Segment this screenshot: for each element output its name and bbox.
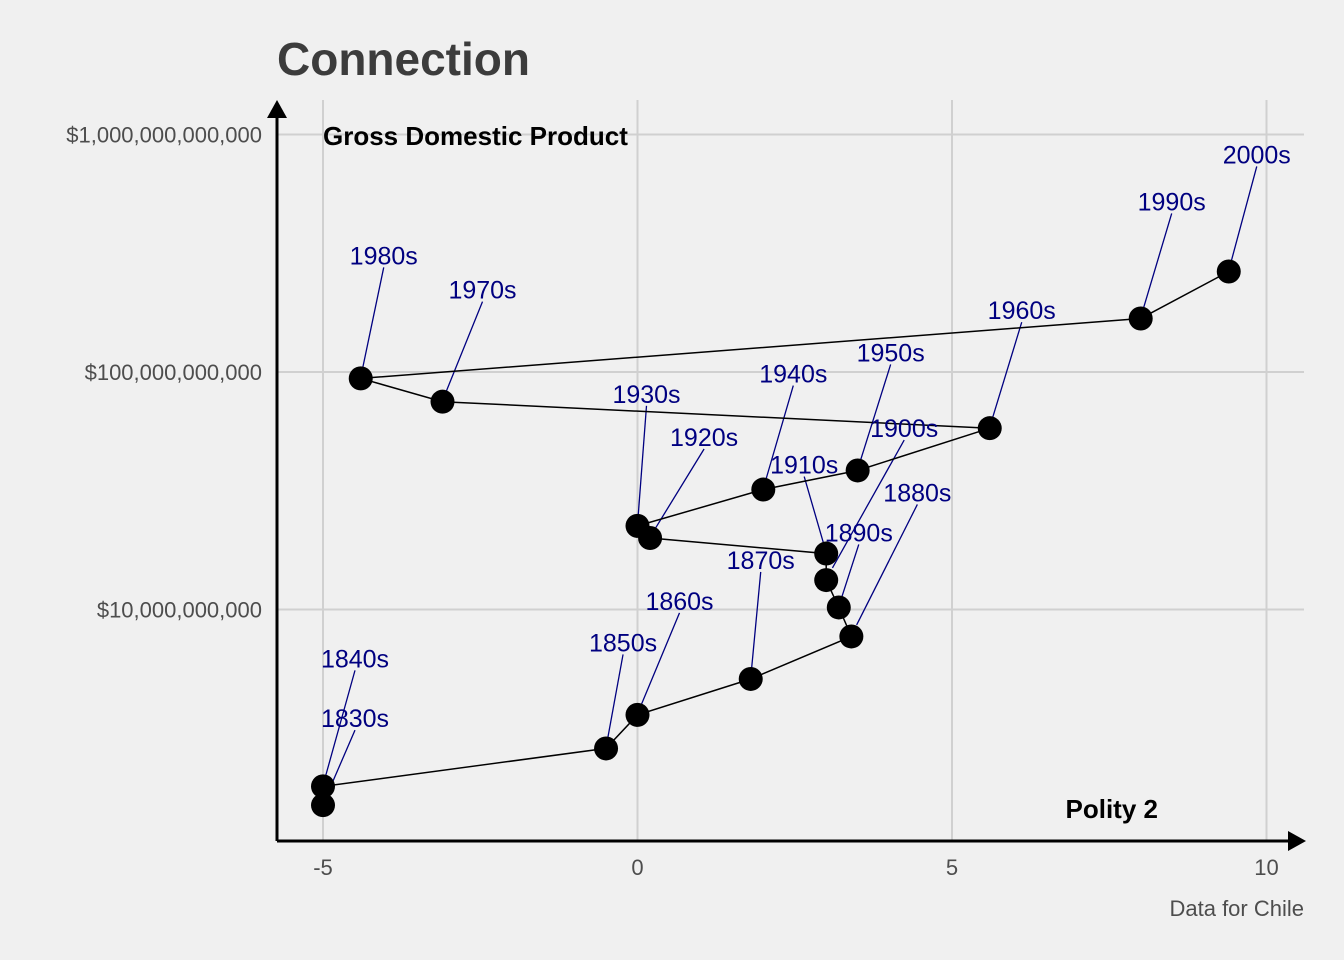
point-label: 1890s — [825, 519, 893, 547]
y-axis-label: Gross Domestic Product — [323, 121, 628, 151]
data-point — [977, 416, 1002, 441]
point-label: 1930s — [612, 381, 680, 409]
data-point — [625, 702, 650, 727]
point-label: 1940s — [759, 361, 827, 389]
label-connector-line — [324, 670, 356, 777]
point-label: 1980s — [350, 242, 418, 270]
point-label: 1950s — [857, 339, 925, 367]
x-tick-label: -5 — [313, 855, 333, 880]
y-tick-label: $100,000,000,000 — [85, 360, 262, 385]
y-axis-arrow-icon — [267, 100, 287, 118]
point-label: 1830s — [321, 705, 389, 733]
label-connector-line — [445, 301, 484, 393]
data-point — [311, 793, 335, 818]
data-point — [814, 541, 839, 566]
tick-labels: -5 0 5 10 $10,000,000,000 $100,000,000,000 $1,… — [66, 123, 1278, 881]
series-line — [322, 270, 1230, 806]
data-point — [311, 774, 335, 799]
label-connector-line — [1142, 213, 1173, 310]
point-label: 2000s — [1223, 141, 1291, 169]
point-label: 1870s — [727, 547, 795, 575]
data-point — [594, 736, 619, 761]
label-connector-line — [765, 385, 794, 481]
label-connector-line — [856, 504, 918, 626]
label-connector-line — [606, 654, 624, 741]
label-connector-line — [637, 405, 648, 516]
label-connector-line — [859, 364, 892, 462]
data-point — [430, 389, 455, 414]
label-connector-line — [750, 571, 762, 670]
label-connector-line — [361, 267, 385, 369]
point-label: 1910s — [770, 452, 838, 480]
data-point — [751, 477, 776, 502]
label-connector-line — [803, 476, 826, 547]
x-tick-label: 5 — [946, 855, 958, 880]
label-connectors — [324, 166, 1258, 799]
label-connector-line — [839, 544, 860, 602]
chart-title: Connection — [277, 33, 530, 85]
x-tick-label: 10 — [1254, 855, 1278, 880]
point-label: 1850s — [589, 629, 657, 657]
label-connector-line — [831, 439, 905, 569]
data-point — [1128, 306, 1153, 331]
data-point — [814, 568, 839, 593]
data-points — [311, 259, 1241, 818]
label-connector-line — [653, 448, 705, 531]
point-label: 1920s — [670, 424, 738, 452]
label-connector-line — [1230, 166, 1258, 263]
data-point — [845, 458, 870, 483]
point-label: 1840s — [321, 645, 389, 673]
label-connector-line — [640, 612, 681, 707]
data-point — [738, 666, 763, 691]
y-tick-label: $1,000,000,000,000 — [66, 123, 262, 148]
data-point — [348, 366, 373, 391]
axes — [267, 100, 1306, 851]
point-label: 1900s — [870, 415, 938, 443]
chart-caption: Data for Chile — [1169, 896, 1304, 921]
point-label: 1960s — [988, 297, 1056, 325]
label-connector-line — [991, 321, 1023, 419]
data-point — [625, 513, 650, 538]
y-tick-label: $10,000,000,000 — [97, 598, 262, 623]
point-label: 1970s — [448, 277, 516, 305]
x-axis-label: Polity 2 — [1066, 794, 1158, 824]
x-tick-label: 0 — [631, 855, 643, 880]
data-point — [839, 624, 864, 649]
point-labels: 1830s 1840s 1850s 1860s 1870s 1880s 1890s 1900s… — [321, 141, 1291, 733]
point-label: 1990s — [1138, 188, 1206, 216]
data-point — [826, 595, 851, 620]
point-label: 1860s — [645, 588, 713, 616]
data-point — [1216, 259, 1241, 284]
point-label: 1880s — [883, 479, 951, 507]
x-axis-arrow-icon — [1288, 831, 1306, 851]
